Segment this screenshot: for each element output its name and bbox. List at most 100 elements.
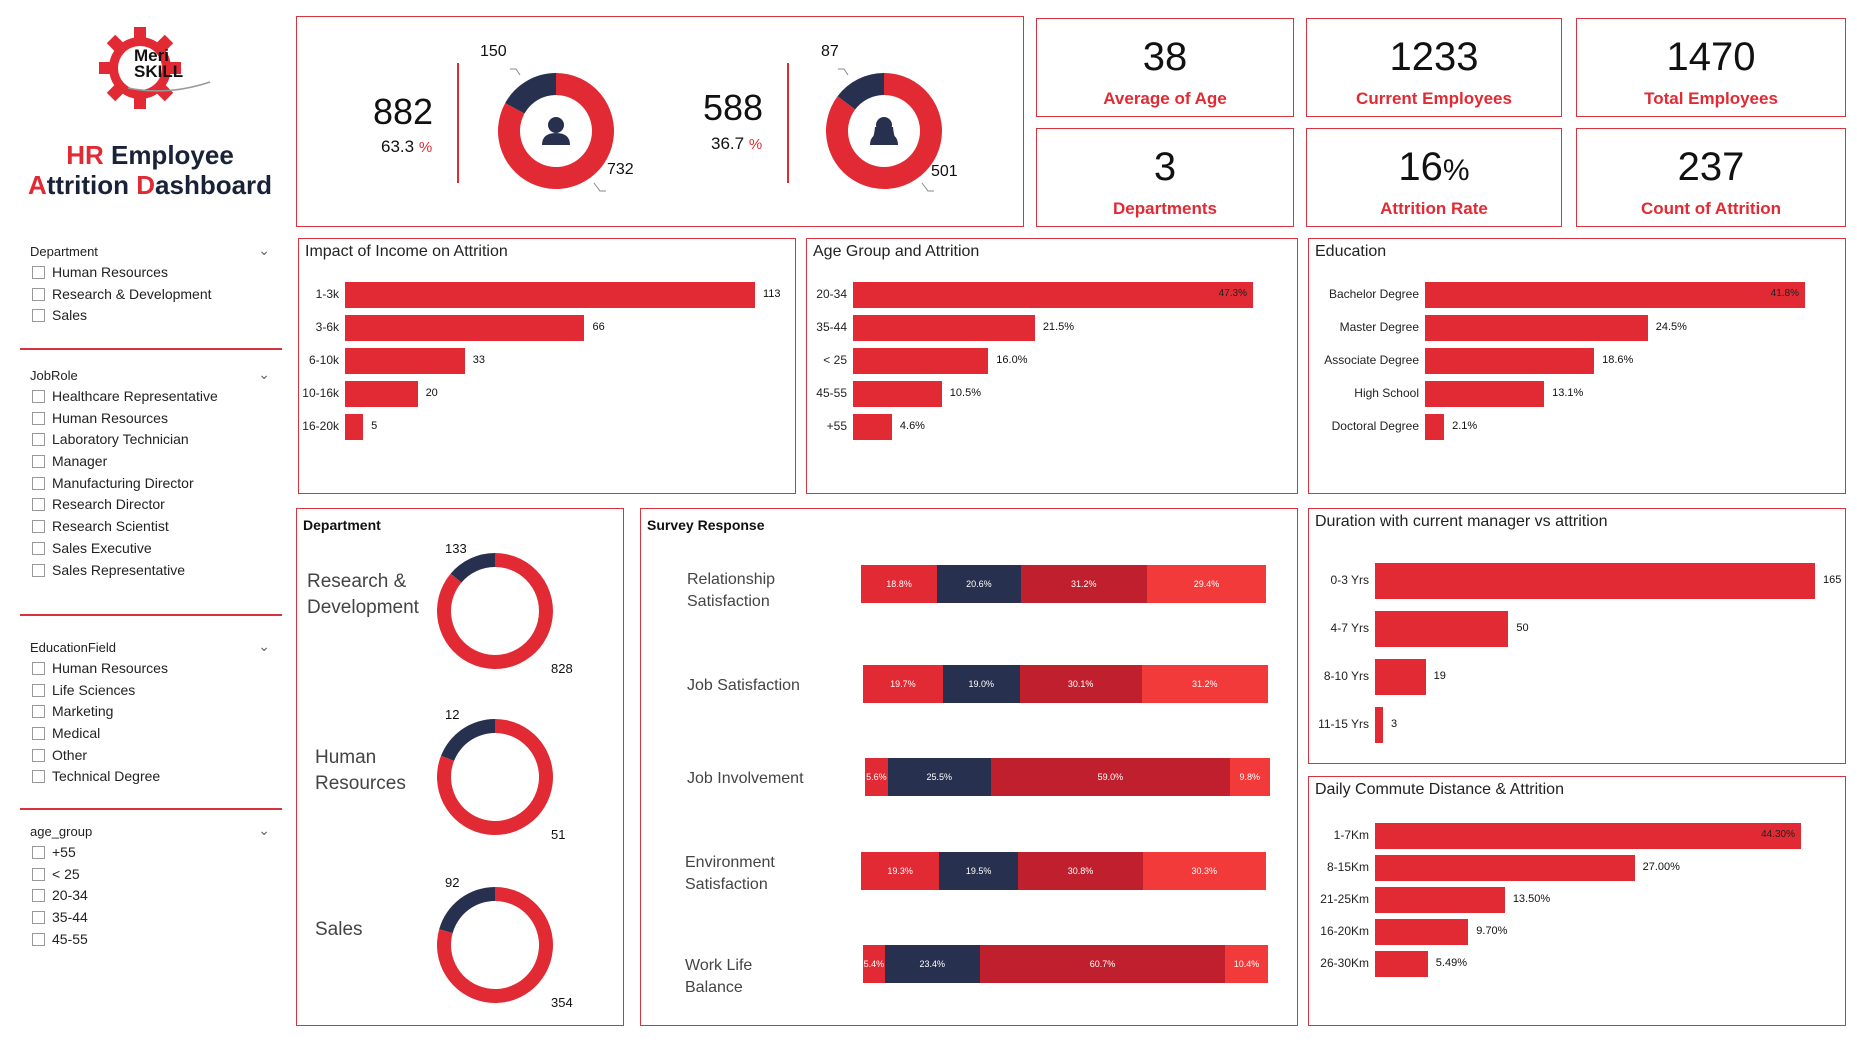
slicer-header[interactable]: JobRole ⌄: [30, 366, 270, 383]
checkbox[interactable]: [32, 563, 45, 577]
slicer-option[interactable]: Laboratory Technician: [30, 429, 280, 451]
slicer-option[interactable]: Technical Degree: [30, 766, 280, 788]
bar[interactable]: [1375, 951, 1428, 977]
bar[interactable]: [853, 315, 1035, 341]
slicer-option[interactable]: +55: [30, 842, 280, 864]
bar[interactable]: [345, 414, 364, 440]
stacked-bar-segment[interactable]: 9.8%: [1229, 758, 1270, 796]
stacked-bar-segment[interactable]: 5.4%: [863, 945, 885, 983]
checkbox[interactable]: [32, 411, 45, 425]
donut-slice-attrition[interactable]: [439, 887, 495, 934]
checkbox[interactable]: [32, 683, 45, 697]
slicer-option[interactable]: Sales Representative: [30, 560, 280, 582]
stacked-bar-segment[interactable]: 25.5%: [887, 758, 991, 796]
chevron-down-icon[interactable]: ⌄: [258, 242, 270, 258]
bar[interactable]: [1425, 315, 1648, 341]
bar[interactable]: [345, 282, 755, 308]
stacked-bar-segment[interactable]: 19.7%: [863, 665, 943, 703]
stacked-bar-segment[interactable]: 60.7%: [979, 945, 1226, 983]
slicer-option[interactable]: Research Scientist: [30, 516, 280, 538]
stacked-bar-segment[interactable]: 20.6%: [937, 565, 1021, 603]
slicer-option[interactable]: 20-34: [30, 885, 280, 907]
chevron-down-icon[interactable]: ⌄: [258, 366, 270, 382]
stacked-bar-segment[interactable]: 29.4%: [1146, 565, 1266, 603]
checkbox[interactable]: [32, 266, 45, 279]
checkbox[interactable]: [32, 390, 45, 403]
bar[interactable]: [345, 381, 418, 407]
checkbox[interactable]: [32, 705, 45, 719]
stacked-bar-segment[interactable]: 23.4%: [884, 945, 980, 983]
slicer-option[interactable]: 35-44: [30, 907, 280, 929]
bar[interactable]: [1375, 823, 1801, 849]
checkbox[interactable]: [32, 748, 45, 762]
bar[interactable]: [1375, 855, 1635, 881]
bar[interactable]: [1375, 659, 1426, 695]
stacked-bar-segment[interactable]: 5.6%: [865, 758, 888, 796]
bar[interactable]: [1375, 887, 1505, 913]
checkbox[interactable]: [32, 727, 45, 741]
slicer-option[interactable]: Sales: [30, 305, 280, 327]
checkbox[interactable]: [32, 770, 45, 784]
bar[interactable]: [345, 315, 585, 341]
slicer-option[interactable]: Life Sciences: [30, 680, 280, 702]
chevron-down-icon[interactable]: ⌄: [258, 638, 270, 654]
stacked-bar-segment[interactable]: 31.2%: [1141, 665, 1268, 703]
checkbox[interactable]: [32, 662, 45, 675]
stacked-bar-segment[interactable]: 19.3%: [861, 852, 940, 890]
bar[interactable]: [1375, 919, 1469, 945]
bar[interactable]: [345, 348, 465, 374]
bar[interactable]: [853, 381, 942, 407]
slicer-header[interactable]: EducationField ⌄: [30, 638, 270, 655]
slicer-option[interactable]: < 25: [30, 864, 280, 886]
checkbox[interactable]: [32, 433, 45, 447]
slicer-option[interactable]: Manufacturing Director: [30, 473, 280, 495]
bar[interactable]: [1425, 381, 1545, 407]
slicer-option[interactable]: 45-55: [30, 929, 280, 951]
stacked-bar-segment[interactable]: 30.1%: [1019, 665, 1142, 703]
stacked-bar-segment[interactable]: 19.5%: [939, 852, 1019, 890]
bar[interactable]: [1425, 348, 1595, 374]
donut-slice-attrition[interactable]: [441, 719, 495, 761]
bar[interactable]: [853, 414, 892, 440]
slicer-option[interactable]: Sales Executive: [30, 538, 280, 560]
stacked-bar-segment[interactable]: 30.8%: [1018, 852, 1143, 890]
bar[interactable]: [1375, 563, 1815, 599]
bar[interactable]: [853, 348, 989, 374]
stacked-bar-segment[interactable]: 10.4%: [1225, 945, 1268, 983]
slicer-header[interactable]: age_group ⌄: [30, 822, 270, 839]
checkbox[interactable]: [32, 867, 45, 881]
donut-slice-attrition[interactable]: [837, 73, 884, 110]
checkbox[interactable]: [32, 287, 45, 301]
checkbox[interactable]: [32, 911, 45, 925]
slicer-option[interactable]: Human Resources: [30, 262, 280, 284]
checkbox[interactable]: [32, 498, 45, 512]
checkbox[interactable]: [32, 455, 45, 469]
slicer-option[interactable]: Healthcare Representative: [30, 386, 280, 408]
donut-slice-current[interactable]: [498, 73, 614, 189]
slicer-option[interactable]: Research Director: [30, 494, 280, 516]
chevron-down-icon[interactable]: ⌄: [258, 822, 270, 838]
slicer-option[interactable]: Manager: [30, 451, 280, 473]
stacked-bar-segment[interactable]: 59.0%: [990, 758, 1230, 796]
stacked-bar-segment[interactable]: 19.0%: [942, 665, 1020, 703]
checkbox[interactable]: [32, 520, 45, 534]
stacked-bar-segment[interactable]: 31.2%: [1020, 565, 1147, 603]
bar[interactable]: [1425, 282, 1805, 308]
bar[interactable]: [1375, 611, 1509, 647]
checkbox[interactable]: [32, 889, 45, 903]
checkbox[interactable]: [32, 541, 45, 555]
bar[interactable]: [853, 282, 1253, 308]
donut-slice-attrition[interactable]: [505, 73, 556, 114]
slicer-option[interactable]: Research & Development: [30, 284, 280, 306]
checkbox[interactable]: [32, 309, 45, 323]
stacked-bar-segment[interactable]: 18.8%: [861, 565, 938, 603]
slicer-option[interactable]: Human Resources: [30, 658, 280, 680]
donut-slice-current[interactable]: [826, 73, 942, 189]
donut-slice-attrition[interactable]: [450, 553, 495, 583]
checkbox[interactable]: [32, 932, 45, 946]
slicer-option[interactable]: Human Resources: [30, 408, 280, 430]
bar[interactable]: [1375, 707, 1383, 743]
slicer-header[interactable]: Department ⌄: [30, 242, 270, 259]
slicer-option[interactable]: Other: [30, 745, 280, 767]
slicer-option[interactable]: Medical: [30, 723, 280, 745]
